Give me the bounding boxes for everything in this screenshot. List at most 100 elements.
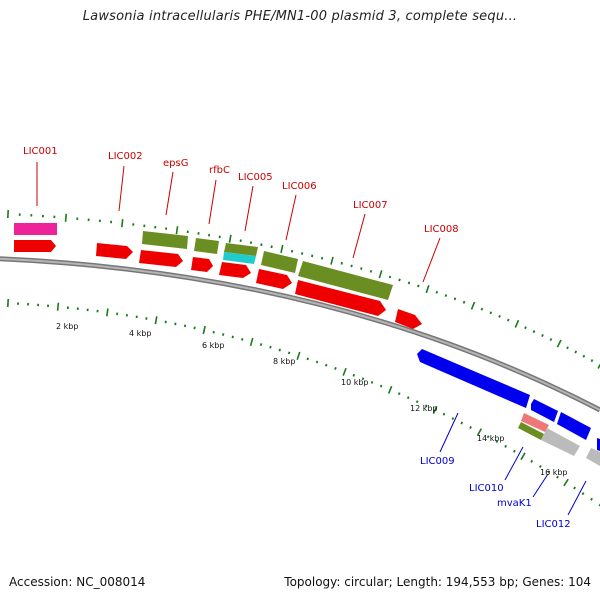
minor-tick xyxy=(370,380,374,384)
reverse-label-group: LIC009 LIC010 mvaK1 LIC012 xyxy=(420,412,587,530)
minor-tick xyxy=(590,497,593,501)
reverse-features xyxy=(417,349,600,466)
gene-LIC010-arrow[interactable] xyxy=(531,399,558,422)
minor-tick xyxy=(398,278,401,282)
gene-mvaK1-grey[interactable] xyxy=(541,428,580,456)
label-LIC007[interactable]: LIC007 xyxy=(353,200,388,211)
label-LIC005[interactable]: LIC005 xyxy=(238,172,273,183)
label-LIC006[interactable]: LIC006 xyxy=(282,181,317,192)
minor-tick xyxy=(530,459,534,463)
label-rfbC[interactable]: rfbC xyxy=(209,165,230,176)
major-tick xyxy=(56,302,60,311)
forward-features xyxy=(14,223,422,329)
minor-tick xyxy=(556,475,559,479)
major-tick xyxy=(425,285,430,294)
gene-blue-small[interactable] xyxy=(557,412,591,440)
minor-tick xyxy=(590,359,594,363)
minor-tick xyxy=(193,326,196,330)
label-epsG[interactable]: epsG xyxy=(163,158,188,169)
label-LIC001[interactable]: LIC001 xyxy=(23,146,58,157)
gene-LIC012-grey[interactable] xyxy=(586,448,600,466)
gene-LIC001-arrow[interactable] xyxy=(14,240,56,252)
minor-tick xyxy=(164,320,167,324)
major-tick xyxy=(330,256,334,265)
label-mvaK1[interactable]: mvaK1 xyxy=(497,498,532,509)
minor-tick xyxy=(249,241,253,244)
major-tick xyxy=(175,226,179,235)
minor-tick xyxy=(424,404,428,408)
label-LIC010[interactable]: LIC010 xyxy=(469,483,504,494)
gene-LIC005-block[interactable] xyxy=(224,243,258,256)
minor-tick xyxy=(241,337,244,341)
minor-tick xyxy=(469,425,472,430)
gene-LIC002-arrow[interactable] xyxy=(96,243,133,259)
gene-LIC006-block[interactable] xyxy=(261,251,298,273)
minor-tick xyxy=(541,334,544,337)
minor-tick xyxy=(315,360,319,364)
major-tick xyxy=(202,325,206,335)
minor-tick xyxy=(504,444,507,448)
minor-tick xyxy=(290,249,294,253)
minor-tick xyxy=(278,348,281,352)
gene-LIC008-arrow[interactable] xyxy=(395,309,422,329)
kbp-label: 6 kbp xyxy=(202,341,224,350)
major-tick xyxy=(563,478,569,487)
gene-LIC005-arrow[interactable] xyxy=(219,262,251,278)
gene-olive-small[interactable] xyxy=(518,422,544,440)
minor-tick xyxy=(489,311,493,315)
kbp-label: 8 kbp xyxy=(273,357,295,366)
minor-tick xyxy=(495,440,499,444)
minor-tick xyxy=(397,392,401,396)
gene-LIC009-arrow[interactable] xyxy=(417,349,530,408)
minor-tick xyxy=(451,417,455,420)
minor-tick xyxy=(340,261,343,265)
label-LIC008[interactable]: LIC008 xyxy=(424,224,459,235)
major-tick xyxy=(228,234,232,243)
minor-tick xyxy=(581,492,585,496)
minor-tick xyxy=(369,269,373,273)
major-tick xyxy=(597,363,600,369)
leader-LIC007 xyxy=(352,213,366,259)
summary-text: Topology: circular; Length: 194,553 bp; … xyxy=(284,575,591,589)
gene-LIC007-arrow[interactable] xyxy=(295,280,386,316)
minor-tick xyxy=(417,284,420,288)
kbp-label: 12 kbp xyxy=(410,404,438,413)
gene-epsG-block[interactable] xyxy=(142,231,188,249)
accession-text: Accession: NC_008014 xyxy=(9,575,146,589)
gene-rfbC-arrow[interactable] xyxy=(191,257,213,272)
minor-tick xyxy=(462,300,466,304)
minor-tick xyxy=(350,264,353,268)
minor-tick xyxy=(486,435,490,439)
gene-blue-edge[interactable] xyxy=(597,438,600,451)
label-LIC002[interactable]: LIC002 xyxy=(108,151,143,162)
inner-tick-ring xyxy=(7,298,600,507)
major-tick xyxy=(476,428,483,436)
minor-tick xyxy=(361,377,365,381)
kbp-label: 4 kbp xyxy=(129,329,151,338)
minor-tick xyxy=(320,256,324,260)
minor-tick xyxy=(406,396,410,400)
minor-tick xyxy=(212,330,215,334)
minor-tick xyxy=(300,252,304,255)
gene-salmon-block[interactable] xyxy=(521,413,549,432)
major-tick xyxy=(106,308,109,317)
backbone-arc-highlight xyxy=(0,257,600,411)
minor-tick xyxy=(513,449,516,453)
gene-LIC001-block[interactable] xyxy=(14,223,57,235)
kbp-label: 16 kbp xyxy=(540,468,568,477)
gene-rfbC-block[interactable] xyxy=(194,238,219,254)
minor-tick xyxy=(532,330,536,334)
minor-tick xyxy=(183,324,187,328)
gene-LIC005-cyan[interactable] xyxy=(223,252,256,264)
gene-LIC006-arrow[interactable] xyxy=(256,269,292,289)
label-LIC012[interactable]: LIC012 xyxy=(536,519,571,530)
minor-tick xyxy=(334,366,337,370)
label-LIC009[interactable]: LIC009 xyxy=(420,456,455,467)
gene-epsG-arrow[interactable] xyxy=(139,250,183,267)
minor-tick xyxy=(269,345,272,349)
gene-LIC007-block[interactable] xyxy=(298,261,393,300)
major-tick xyxy=(342,367,347,376)
minor-tick xyxy=(231,335,234,339)
leader-LIC010 xyxy=(504,446,524,481)
